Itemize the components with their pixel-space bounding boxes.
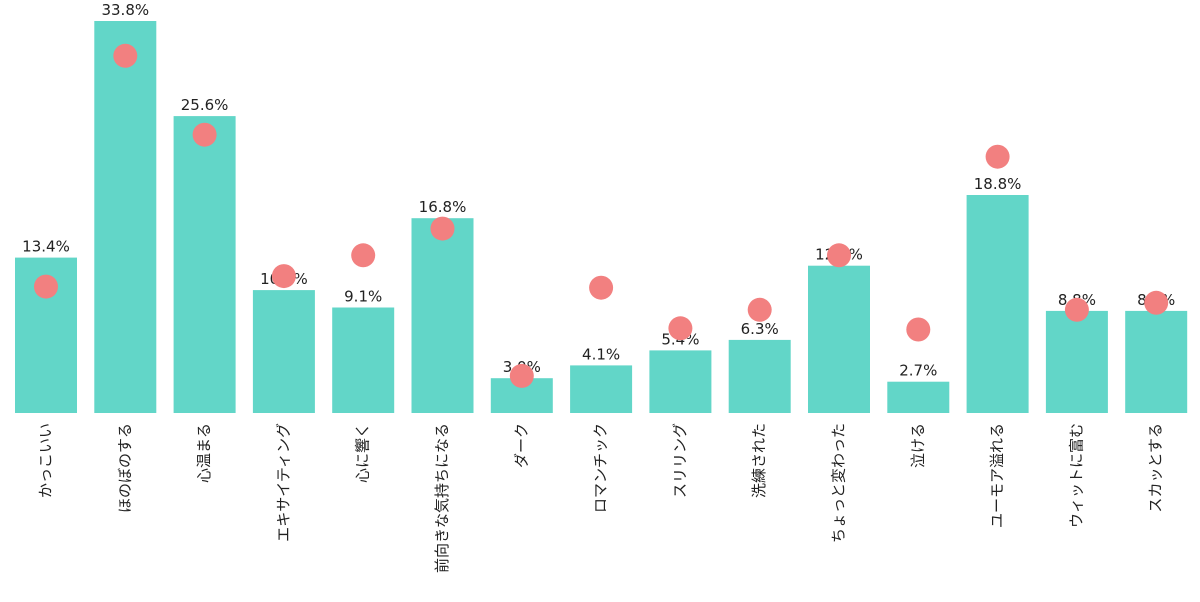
dot-0: [34, 274, 58, 299]
dot-5: [430, 216, 455, 241]
dot-6: [509, 363, 534, 388]
category-label-0: かっこいい: [37, 423, 55, 498]
value-label-11: 2.7%: [899, 362, 937, 380]
value-label-5: 16.8%: [419, 198, 467, 216]
category-label-5: 前向きな気持ちになる: [433, 423, 451, 573]
bar-8: [649, 350, 712, 413]
bar-7: [570, 365, 633, 413]
category-label-1: ほのぼのする: [116, 423, 134, 513]
dot-12: [985, 144, 1010, 169]
dot-8: [668, 316, 693, 341]
value-label-2: 25.6%: [181, 96, 229, 114]
value-label-7: 4.1%: [582, 345, 620, 363]
bar-12: [966, 195, 1029, 413]
value-label-0: 13.4%: [22, 238, 70, 256]
category-label-10: ちょっと変わった: [830, 423, 848, 543]
value-label-1: 33.8%: [101, 1, 149, 19]
category-label-2: 心温まる: [195, 423, 213, 483]
category-label-11: 泣ける: [909, 423, 927, 468]
dot-3: [271, 264, 296, 289]
category-label-13: ウィットに富む: [1067, 423, 1085, 528]
bar-3: [252, 290, 315, 413]
category-label-6: ダーク: [512, 423, 530, 468]
bar-2: [173, 116, 236, 413]
bar-10: [808, 265, 870, 413]
bar-9: [728, 339, 791, 413]
category-label-9: 洗練された: [750, 423, 768, 498]
value-label-12: 18.8%: [974, 175, 1022, 193]
category-label-7: ロマンチック: [592, 423, 610, 513]
dot-4: [351, 243, 376, 268]
dot-14: [1144, 290, 1169, 315]
dot-9: [747, 297, 772, 322]
bar-1: [94, 21, 157, 413]
bar-11: [887, 381, 950, 413]
value-label-4: 9.1%: [344, 288, 382, 306]
dot-1: [113, 43, 138, 68]
category-label-12: ユーモア溢れる: [988, 423, 1006, 528]
bar-13: [1045, 310, 1108, 413]
bar-5: [411, 218, 474, 413]
dot-10: [827, 243, 851, 268]
dot-2: [192, 122, 217, 147]
category-label-4: 心に響く: [354, 423, 372, 483]
dot-11: [906, 317, 931, 342]
value-label-9: 6.3%: [741, 320, 779, 338]
category-label-8: スリリング: [671, 423, 689, 498]
bar-4: [332, 307, 395, 413]
category-label-3: エキサイティング: [274, 423, 292, 542]
category-label-14: スカッとする: [1147, 423, 1165, 513]
bar-14: [1125, 310, 1188, 413]
dot-13: [1064, 297, 1089, 322]
dot-7: [589, 275, 614, 300]
